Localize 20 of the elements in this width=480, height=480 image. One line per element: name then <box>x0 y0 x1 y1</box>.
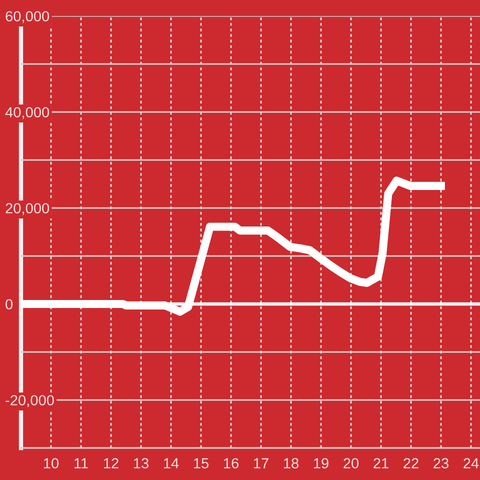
x-tick-label: 11 <box>74 458 88 468</box>
x-tick-label: 19 <box>314 458 328 468</box>
x-tick-label: 12 <box>104 458 118 468</box>
y-tick-label: 20,000 <box>6 203 50 216</box>
y-tick-label: -20,000 <box>6 395 54 408</box>
x-tick-label: 23 <box>434 458 448 468</box>
x-tick-label: 16 <box>224 458 238 468</box>
x-tick-label: 24 <box>464 458 479 468</box>
x-tick-label: 20 <box>344 458 359 468</box>
x-tick-label: 15 <box>194 458 208 468</box>
y-tick-label: 60,000 <box>6 11 50 24</box>
y-tick-label: 40,000 <box>5 107 50 120</box>
x-tick-label: 22 <box>404 458 418 468</box>
x-tick-label: 13 <box>134 458 148 468</box>
x-tick-label: 14 <box>164 458 179 468</box>
x-tick-label: 17 <box>254 458 268 468</box>
x-tick-label: 18 <box>284 458 298 468</box>
x-tick-label: 10 <box>44 458 59 468</box>
x-tick-label: 21 <box>374 458 388 468</box>
y-tick-label: 0 <box>6 299 13 310</box>
